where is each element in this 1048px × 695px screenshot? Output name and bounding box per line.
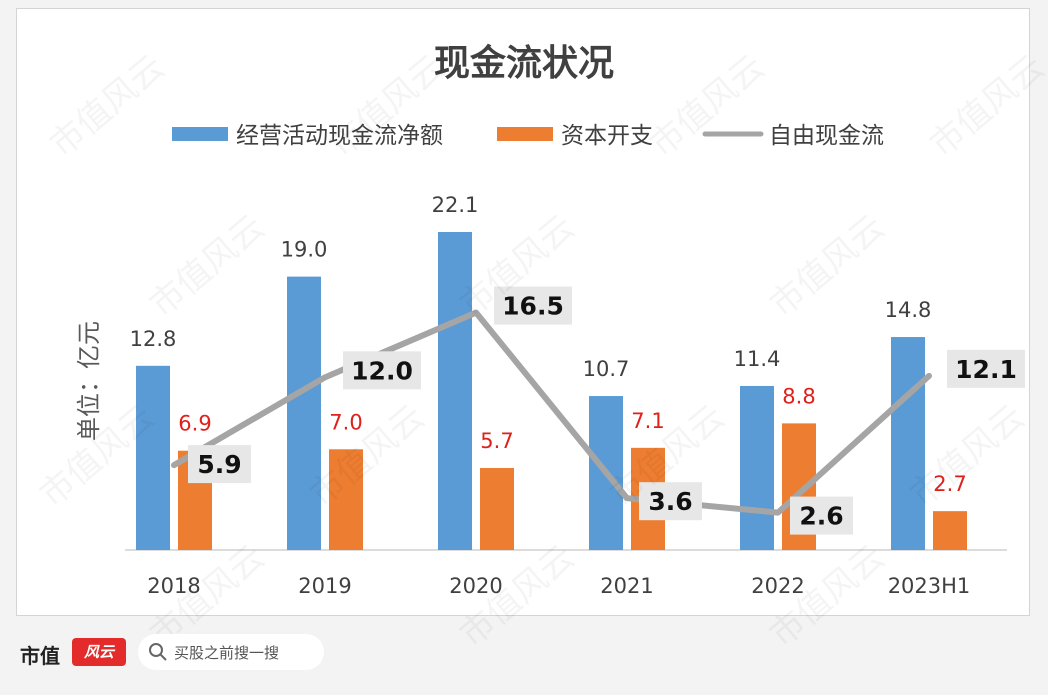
label-capex-2021: 7.1: [631, 409, 664, 433]
bar-operating-cashflow-2020: [438, 232, 472, 550]
label-box-free-cashflow-2022: [790, 496, 853, 535]
label-capex-2019: 7.0: [329, 410, 362, 434]
label-box-free-cashflow-2020: [494, 286, 572, 325]
label-capex-2018: 6.9: [178, 412, 211, 436]
label-free-cashflow-2020: 16.5: [502, 292, 564, 321]
bar-operating-cashflow-2022: [740, 385, 774, 550]
chart-card: 现金流状况经营活动现金流净额 资本开支 自由现金流单位：亿元 12.8 6.9 2018 1…: [16, 8, 1048, 655]
y-axis-label: 单位：亿元: [75, 321, 103, 441]
label-capex-2022: 8.8: [782, 384, 815, 408]
label-free-cashflow-2019: 12.0: [351, 356, 413, 385]
bar-capex-2023H1: [933, 511, 967, 550]
label-capex-2020: 5.7: [480, 429, 513, 453]
label-free-cashflow-2021: 3.6: [648, 487, 692, 516]
line-free-cashflow: [171, 309, 932, 516]
label-free-cashflow-2018: 5.9: [197, 450, 241, 479]
x-tick-2019: 2019: [298, 574, 351, 598]
bar-operating-cashflow-2023H1: [891, 337, 925, 550]
label-operating-cashflow-2018: 12.8: [130, 327, 177, 351]
label-operating-cashflow-2022: 11.4: [734, 347, 781, 371]
label-box-free-cashflow-2018: [188, 445, 251, 484]
legend-swatch-0: [172, 127, 228, 141]
legend-label-1: 资本开支: [561, 123, 653, 149]
legend-label-0: 经营活动现金流净额: [236, 123, 443, 149]
label-box-free-cashflow-2019: [343, 351, 421, 390]
footer: 市值 风云 买股之前搜一搜: [0, 620, 1048, 695]
bar-capex-2019: [329, 449, 363, 550]
bar-operating-cashflow-2018: [136, 365, 170, 550]
brand-logo: 风云: [72, 638, 126, 666]
label-operating-cashflow-2023H1: 14.8: [885, 298, 932, 322]
x-tick-2018: 2018: [147, 574, 200, 598]
brand-name: 市值: [20, 644, 60, 668]
label-free-cashflow-2022: 2.6: [799, 502, 843, 531]
label-operating-cashflow-2020: 22.1: [432, 193, 479, 217]
bar-operating-cashflow-2019: [287, 276, 321, 550]
x-tick-2023H1: 2023H1: [888, 574, 971, 598]
legend-label-2: 自由现金流: [769, 123, 884, 149]
x-tick-2021: 2021: [600, 574, 653, 598]
label-operating-cashflow-2019: 19.0: [281, 238, 328, 262]
legend-swatch-1: [497, 127, 553, 141]
chart-title: 现金流状况: [434, 42, 614, 84]
label-operating-cashflow-2021: 10.7: [583, 357, 630, 381]
x-tick-2020: 2020: [449, 574, 502, 598]
search-box[interactable]: 买股之前搜一搜: [138, 634, 324, 670]
bar-capex-2020: [480, 467, 514, 550]
search-placeholder: 买股之前搜一搜: [174, 644, 280, 662]
search-icon: [149, 643, 167, 661]
label-free-cashflow-2023H1: 12.1: [955, 355, 1017, 384]
label-box-free-cashflow-2023H1: [947, 349, 1025, 388]
x-tick-2022: 2022: [751, 574, 804, 598]
label-capex-2023H1: 2.7: [933, 472, 966, 496]
label-box-free-cashflow-2021: [639, 482, 702, 521]
